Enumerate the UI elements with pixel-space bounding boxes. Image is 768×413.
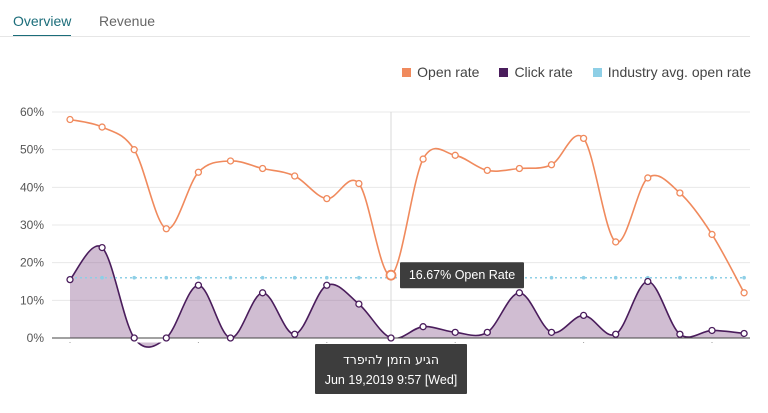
open-rate-point bbox=[708, 230, 716, 239]
open-rate-point bbox=[483, 166, 491, 175]
legend-item-industry-avg[interactable]: Industry avg. open rate bbox=[592, 64, 751, 80]
value-tooltip-text: 16.67% Open Rate bbox=[409, 268, 515, 282]
click-rate-point bbox=[451, 328, 459, 337]
open-rate-point bbox=[355, 179, 363, 188]
industry-avg-point bbox=[325, 275, 329, 280]
y-tick-label: 50% bbox=[20, 143, 44, 157]
legend-item-open-rate[interactable]: Open rate bbox=[402, 64, 479, 80]
industry-avg-point bbox=[710, 275, 714, 280]
open-rate-point bbox=[323, 194, 331, 203]
click-rate-point bbox=[98, 243, 106, 252]
industry-avg-point bbox=[132, 275, 136, 280]
open-rate-point bbox=[644, 174, 652, 182]
open-rate-point bbox=[98, 123, 106, 131]
open-rate-line bbox=[69, 118, 745, 294]
industry-avg-point bbox=[678, 275, 682, 280]
open-rate-point bbox=[740, 289, 748, 297]
click-rate-point bbox=[291, 330, 299, 338]
axis-mask bbox=[52, 338, 750, 343]
click-rate-point bbox=[162, 334, 170, 342]
click-rate-point bbox=[676, 330, 684, 338]
industry-avg-point bbox=[292, 275, 297, 280]
industry-avg-point bbox=[581, 275, 586, 280]
y-tick-label: 60% bbox=[20, 105, 44, 119]
industry-avg-point bbox=[613, 275, 618, 280]
tab-revenue[interactable]: Revenue bbox=[99, 13, 156, 29]
open-rate-point bbox=[226, 157, 235, 165]
y-tick-label: 20% bbox=[20, 256, 44, 270]
industry-avg-point bbox=[228, 275, 233, 280]
legend-swatch-click-rate bbox=[499, 67, 509, 77]
click-rate-point bbox=[194, 281, 203, 289]
open-rate-point-highlighted bbox=[385, 269, 397, 281]
legend-label-industry-avg: Industry avg. open rate bbox=[607, 64, 751, 80]
click-rate-point bbox=[226, 334, 235, 342]
legend-label-click-rate: Click rate bbox=[514, 64, 573, 80]
date-tooltip-date: Jun 19,2019 9:57 [Wed] bbox=[325, 373, 458, 387]
click-rate-point bbox=[579, 311, 588, 320]
open-rate-point bbox=[130, 146, 138, 154]
click-rate-point bbox=[130, 334, 138, 342]
click-rate-point bbox=[547, 328, 556, 337]
open-rate-point bbox=[66, 115, 74, 124]
industry-avg-point bbox=[357, 275, 361, 280]
open-rate-point bbox=[547, 161, 556, 169]
open-rate-point bbox=[451, 151, 459, 159]
date-tooltip bbox=[315, 344, 467, 394]
y-tick-label: 40% bbox=[20, 180, 44, 194]
legend-item-click-rate[interactable]: Click rate bbox=[499, 64, 573, 80]
industry-avg-point bbox=[196, 275, 201, 280]
tab-bar: Overview Revenue bbox=[0, 0, 768, 38]
click-rate-point bbox=[708, 326, 716, 335]
click-rate-point bbox=[483, 328, 491, 337]
open-rate-point bbox=[291, 172, 299, 180]
click-rate-point bbox=[66, 275, 74, 284]
y-tick-label: 0% bbox=[27, 331, 45, 345]
open-rate-point bbox=[194, 168, 203, 176]
click-rate-point bbox=[740, 329, 748, 338]
open-rate-point bbox=[162, 225, 170, 233]
industry-avg-point bbox=[164, 275, 169, 280]
click-rate-point bbox=[419, 323, 427, 331]
click-rate-point bbox=[387, 334, 395, 342]
industry-avg-point bbox=[742, 275, 746, 280]
click-rate-point bbox=[258, 289, 267, 297]
open-rate-point bbox=[258, 164, 267, 173]
chart-legend: Open rate Click rate Industry avg. open … bbox=[402, 64, 751, 80]
value-tooltip bbox=[400, 262, 524, 289]
legend-swatch-industry-avg bbox=[592, 67, 602, 77]
open-rate-point bbox=[579, 134, 588, 143]
click-rate-point bbox=[644, 277, 652, 286]
click-rate-point bbox=[515, 289, 524, 297]
click-rate-point bbox=[612, 330, 620, 338]
industry-avg-point bbox=[100, 275, 104, 280]
open-rate-point bbox=[612, 238, 620, 246]
click-rate-point bbox=[323, 281, 331, 289]
open-rate-point bbox=[515, 164, 524, 173]
industry-avg-point bbox=[260, 275, 265, 280]
date-tooltip-campaign: הגיע הזמן להיפרד bbox=[343, 352, 439, 367]
tab-divider bbox=[0, 36, 750, 37]
legend-label-open-rate: Open rate bbox=[417, 64, 480, 80]
click-rate-area bbox=[70, 245, 745, 348]
click-rate-point bbox=[355, 300, 363, 308]
open-rate-point bbox=[676, 189, 684, 197]
y-tick-label: 10% bbox=[20, 293, 44, 307]
industry-avg-point bbox=[549, 275, 554, 280]
legend-swatch-open-rate bbox=[402, 67, 412, 77]
open-rate-point bbox=[419, 155, 427, 163]
y-tick-label: 30% bbox=[20, 218, 44, 232]
